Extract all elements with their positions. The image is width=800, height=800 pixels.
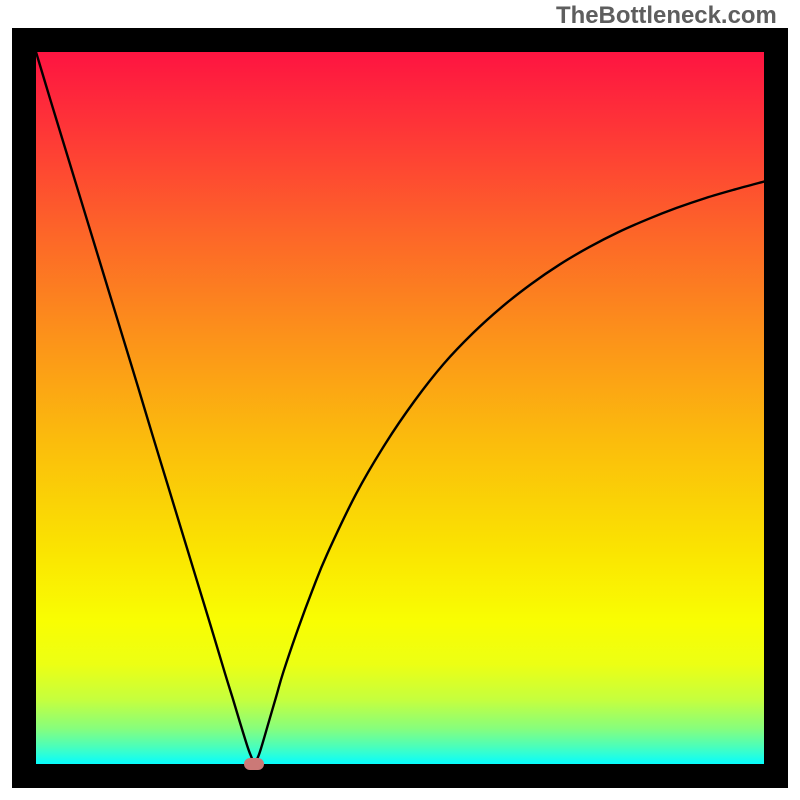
plot-background-gradient xyxy=(36,52,764,764)
optimum-marker xyxy=(244,758,264,770)
watermark-text: TheBottleneck.com xyxy=(556,2,777,30)
figure-root: { "figure": { "width_px": 800, "height_p… xyxy=(0,0,800,800)
